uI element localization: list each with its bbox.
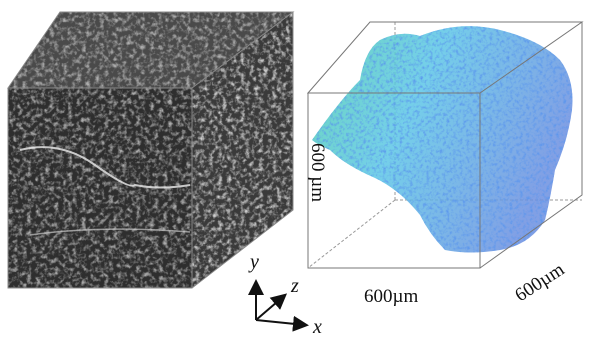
width-label: 600µm <box>364 286 418 307</box>
axis-z-label: z <box>290 275 299 297</box>
tissue-cube <box>8 12 293 288</box>
surface-cube <box>308 22 582 268</box>
height-label: 600 µm <box>307 143 328 202</box>
surface-texture <box>312 26 573 252</box>
figure: 600 µm 600µm 600µm y z x <box>0 0 590 341</box>
axis-x-label: x <box>312 316 322 338</box>
axis-y-label: y <box>248 251 259 273</box>
depth-label: 600µm <box>511 259 568 306</box>
